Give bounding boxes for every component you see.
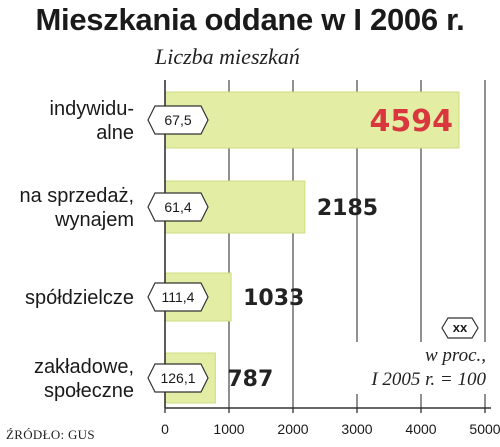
legend-backdrop [330, 342, 490, 394]
bar [164, 91, 460, 149]
category-label: spółdzielcze [25, 287, 134, 309]
value-label: 1033 [243, 286, 304, 311]
chart-title: Mieszkania oddane w I 2006 r. [35, 2, 465, 37]
category-label: alne [96, 122, 134, 144]
source-note: ŹRÓDŁO: GUS [6, 427, 95, 442]
x-tick-label: 1000 [213, 421, 244, 437]
category-label: wynajem [54, 209, 134, 231]
legend-text: w proc., [425, 345, 486, 366]
percent-badge [147, 282, 209, 312]
legend-badge-text: xx [453, 320, 468, 335]
value-label: 787 [227, 367, 273, 392]
category-label: indywidu- [50, 98, 134, 120]
value-label: 2185 [317, 196, 378, 221]
x-tick-label: 4000 [405, 421, 436, 437]
category-label: na sprzedaż, [19, 185, 134, 207]
percent-label: 61,4 [164, 199, 191, 215]
x-tick-label: 5000 [469, 421, 500, 437]
percent-badge [147, 192, 209, 222]
percent-badge [147, 363, 209, 393]
x-tick-label: 3000 [341, 421, 372, 437]
percent-label: 67,5 [164, 112, 191, 128]
value-label: 4594 [370, 104, 454, 139]
legend-badge [441, 317, 479, 339]
percent-label: 111,4 [162, 289, 195, 305]
x-tick-label: 2000 [277, 421, 308, 437]
legend-text: I 2005 r. = 100 [370, 369, 486, 390]
chart-subtitle: Liczba mieszkań [155, 44, 300, 69]
percent-badge [147, 105, 209, 135]
category-label: zakładowe, [34, 356, 134, 378]
category-label: społeczne [44, 380, 134, 402]
percent-label: 126,1 [160, 370, 195, 386]
x-tick-label: 0 [161, 421, 169, 437]
